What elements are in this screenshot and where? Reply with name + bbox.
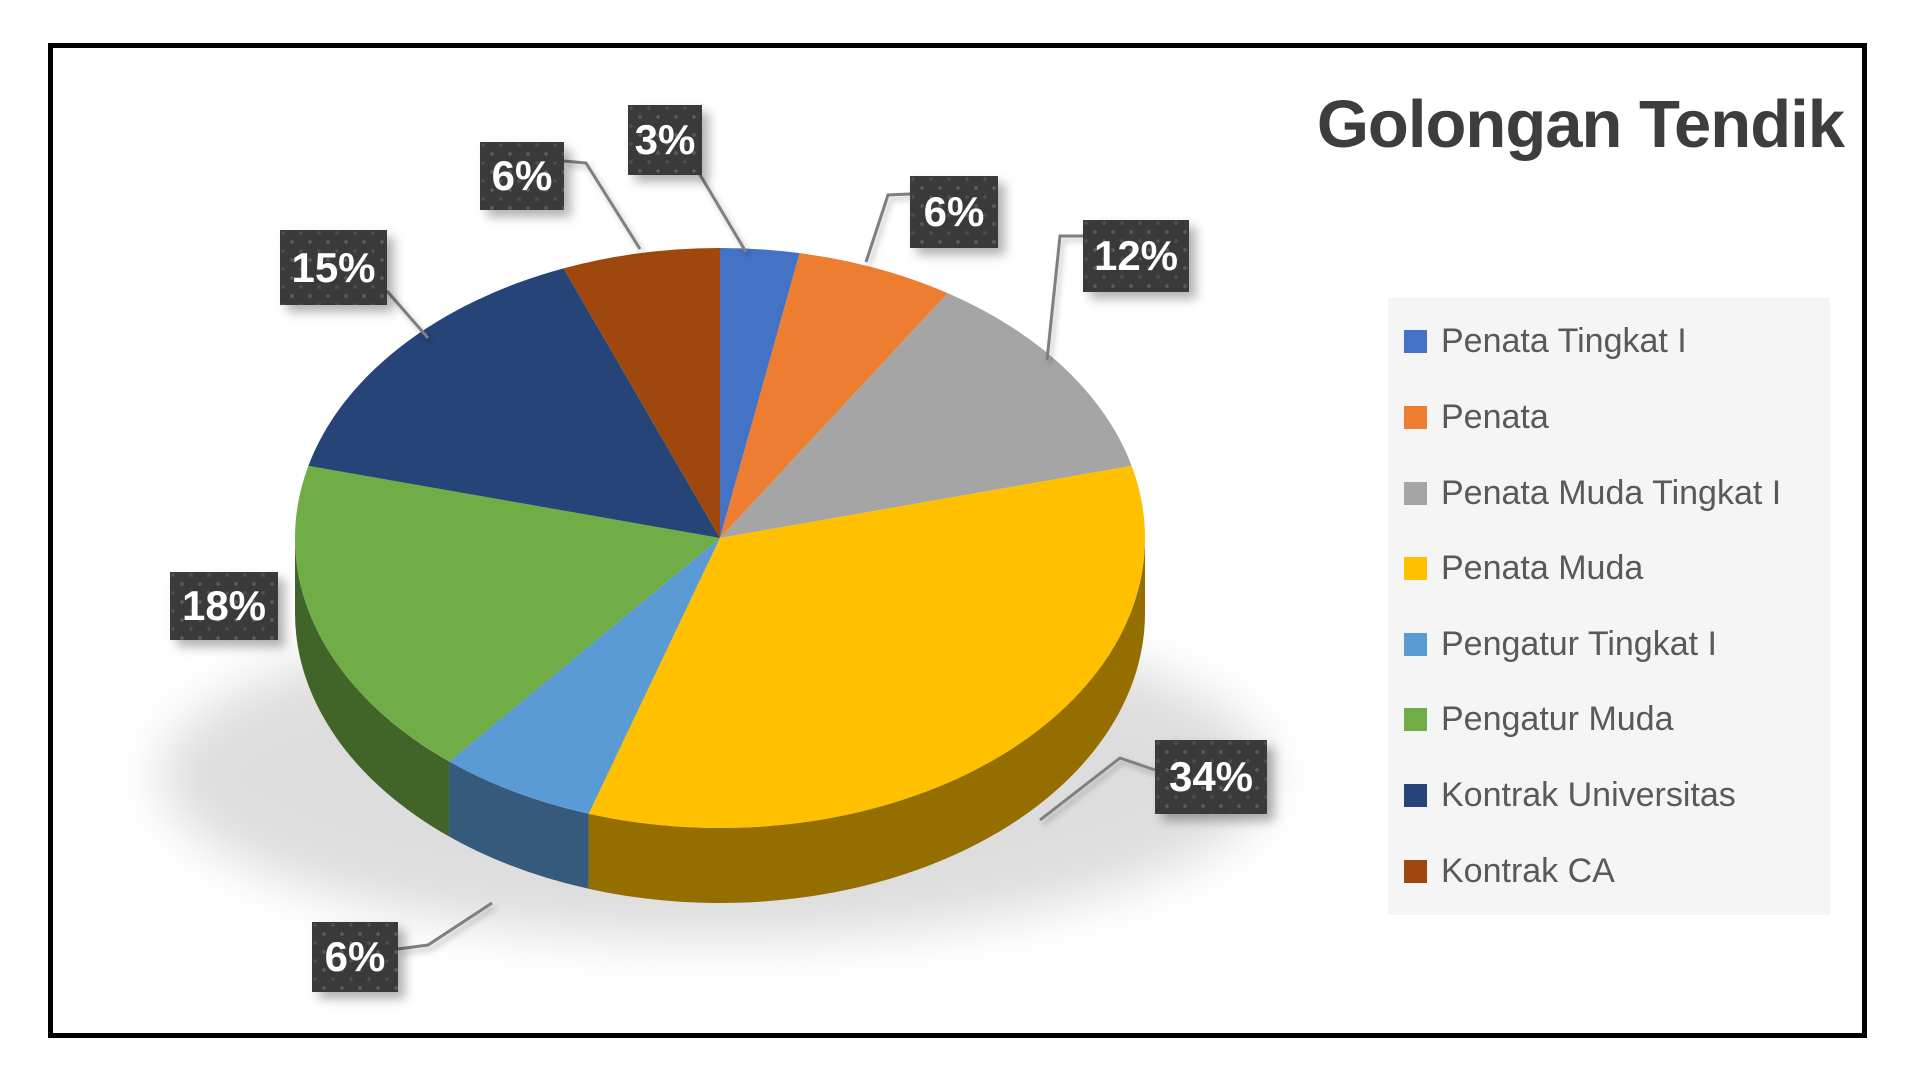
legend-swatch-icon: [1404, 405, 1427, 429]
leader-line: [1039, 756, 1156, 822]
legend-item-kontrak-ca[interactable]: Kontrak CA: [1388, 852, 1830, 891]
data-label-penata-muda[interactable]: 34%: [1155, 740, 1267, 814]
legend-label: Penata: [1441, 397, 1549, 436]
legend-swatch-icon: [1404, 557, 1427, 581]
legend-label: Penata Muda Tingkat I: [1441, 473, 1782, 512]
leader-line: [697, 172, 748, 253]
data-label-pengatur-muda[interactable]: 18%: [170, 572, 278, 640]
pie-slices: Penata Tingkat I 3%Penata 6%Penata Muda …: [295, 248, 1145, 828]
data-label-kontrak-ca[interactable]: 6%: [480, 142, 564, 210]
pie-slice-penata[interactable]: Penata 6%: [720, 253, 948, 538]
legend-label: Pengatur Tingkat I: [1441, 624, 1717, 663]
legend-swatch-icon: [1404, 784, 1427, 808]
legend-swatch-icon: [1404, 859, 1427, 883]
pie-slice-penata-muda[interactable]: Penata Muda 34%: [588, 465, 1145, 828]
pie-slice-pengatur-tingkat-i[interactable]: Pengatur Tingkat I 6%: [449, 538, 720, 814]
pie-slice-kontrak-universitas[interactable]: Kontrak Universitas 15%: [308, 268, 720, 538]
leader-line: [385, 290, 430, 339]
leader-line: [864, 192, 911, 263]
legend-item-penata[interactable]: Penata: [1388, 398, 1830, 437]
data-label-kontrak-universitas[interactable]: 15%: [280, 230, 387, 305]
data-label-pengatur-tingkat-i[interactable]: 6%: [312, 922, 398, 992]
data-label-penata-muda-tingkat-i[interactable]: 12%: [1083, 220, 1189, 292]
leader-line: [1045, 234, 1083, 361]
leader-line: [563, 159, 642, 250]
legend-item-pengatur-muda[interactable]: Pengatur Muda: [1388, 700, 1830, 739]
legend-item-penata-tingkat-i[interactable]: Penata Tingkat I: [1388, 322, 1830, 361]
legend-swatch-icon: [1404, 330, 1427, 354]
legend-label: Penata Muda: [1441, 549, 1644, 588]
legend-item-penata-muda[interactable]: Penata Muda: [1388, 549, 1830, 588]
legend-item-penata-muda-tingkat-i[interactable]: Penata Muda Tingkat I: [1388, 474, 1830, 513]
legend-item-pengatur-tingkat-i[interactable]: Pengatur Tingkat I: [1388, 625, 1830, 664]
legend-label: Kontrak CA: [1441, 851, 1615, 890]
pie-slice-penata-muda-tingkat-i[interactable]: Penata Muda Tingkat I 12%: [720, 293, 1132, 538]
chart-title[interactable]: Golongan Tendik: [1316, 87, 1845, 162]
pie-slice-penata-tingkat-i[interactable]: Penata Tingkat I 3%: [720, 248, 800, 538]
legend-label: Penata Tingkat I: [1441, 322, 1687, 361]
pie-side-faces: [295, 538, 1145, 903]
pie-side-4: [449, 761, 589, 889]
legend-swatch-icon: [1404, 632, 1427, 656]
pie-slice-pengatur-muda[interactable]: Pengatur Muda 18%: [295, 465, 720, 762]
legend-swatch-icon: [1404, 481, 1427, 505]
pie-side-3: [588, 538, 1145, 903]
legend-item-kontrak-universitas[interactable]: Kontrak Universitas: [1388, 776, 1830, 815]
legend-swatch-icon: [1404, 708, 1427, 732]
data-label-penata[interactable]: 6%: [910, 176, 998, 248]
pie-slice-kontrak-ca[interactable]: Kontrak CA 6%: [563, 248, 720, 538]
legend-label: Kontrak Universitas: [1441, 776, 1736, 815]
pie-side-5: [295, 538, 450, 837]
data-label-penata-tingkat-i[interactable]: 3%: [628, 105, 702, 175]
callout-leader-lines: [385, 159, 1156, 951]
leader-line: [397, 901, 493, 951]
legend[interactable]: Penata Tingkat I Penata Penata Muda Tingka…: [1388, 298, 1830, 915]
legend-label: Pengatur Muda: [1441, 700, 1674, 739]
